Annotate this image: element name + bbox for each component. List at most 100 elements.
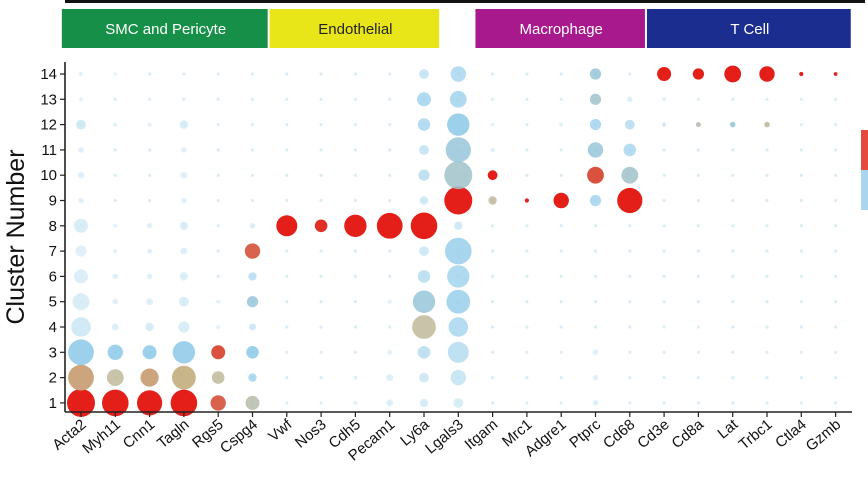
dot-Vwf-8 bbox=[276, 215, 298, 237]
dot-bg bbox=[731, 300, 735, 304]
dot-Ptprc-3 bbox=[592, 349, 599, 356]
dot-bg bbox=[525, 274, 529, 278]
dot-bg bbox=[765, 198, 769, 203]
x-tick-label: Ctla4 bbox=[772, 416, 810, 452]
dot-bg bbox=[696, 97, 701, 101]
dot-bg bbox=[525, 123, 529, 127]
dot-bg bbox=[628, 376, 632, 380]
dot-bg bbox=[216, 249, 220, 253]
dot-bg bbox=[799, 325, 803, 329]
dot-bg bbox=[799, 274, 803, 278]
dot-Cspg4-1 bbox=[245, 395, 260, 410]
dot-bg bbox=[799, 300, 803, 304]
dot-Ptprc-10 bbox=[587, 166, 604, 184]
dot-bg bbox=[731, 401, 735, 405]
dot-Acta2-14 bbox=[78, 71, 84, 77]
dot-bg bbox=[216, 173, 220, 177]
y-tick-label: 6 bbox=[49, 268, 57, 285]
dot-bg bbox=[319, 325, 323, 329]
y-tick-label: 9 bbox=[49, 193, 57, 210]
dot-Cd8a-12 bbox=[695, 122, 701, 128]
dot-bg bbox=[216, 224, 220, 228]
dot-bg bbox=[765, 376, 769, 380]
dot-Acta2-12 bbox=[76, 119, 86, 130]
dot-Tagln-12 bbox=[179, 120, 189, 129]
dot-bg bbox=[559, 249, 563, 253]
legend-color-bar-fragment-low bbox=[861, 170, 868, 210]
dot-bg bbox=[216, 148, 220, 152]
y-tick-label: 10 bbox=[40, 167, 57, 184]
dot-bg bbox=[285, 198, 289, 203]
dot-bg bbox=[148, 97, 152, 101]
dot-Cnn1-6 bbox=[146, 273, 153, 280]
dot-Tagln-8 bbox=[179, 221, 189, 230]
dot-Ly6a-12 bbox=[417, 118, 431, 131]
x-tick-label: Cd8a bbox=[669, 416, 708, 452]
dot-bg bbox=[353, 350, 357, 354]
dot-Myh11-8 bbox=[113, 223, 118, 228]
dot-bg bbox=[388, 249, 392, 253]
dot-Itgam-12 bbox=[490, 122, 495, 127]
dot-Cd68-13 bbox=[627, 96, 633, 103]
dot-bg bbox=[353, 97, 357, 101]
dot-bg bbox=[319, 148, 323, 152]
dot-Acta2-5 bbox=[72, 293, 90, 311]
dot-Tagln-5 bbox=[179, 296, 189, 307]
dot-Ly6a-9 bbox=[419, 196, 429, 205]
group-label-3: T Cell bbox=[730, 21, 769, 38]
dot-Ly6a-5 bbox=[412, 290, 436, 313]
dot-bg bbox=[285, 72, 289, 76]
dot-bg bbox=[834, 300, 838, 304]
dot-Rgs5-4 bbox=[216, 324, 221, 330]
dot-bg bbox=[799, 224, 803, 228]
dot-bg bbox=[388, 325, 392, 329]
dot-bg bbox=[491, 72, 495, 76]
dot-Cd8a-14 bbox=[692, 68, 705, 80]
dot-Ly6a-2 bbox=[419, 372, 429, 383]
dot-bg bbox=[628, 72, 632, 76]
dot-Gzmb-14 bbox=[833, 72, 838, 76]
dot-bg bbox=[388, 198, 392, 203]
group-bar-1 bbox=[269, 9, 440, 48]
dot-Myh11-1 bbox=[102, 389, 129, 417]
dot-Myh11-4 bbox=[111, 323, 119, 331]
dot-bg bbox=[285, 249, 289, 253]
dot-bg bbox=[113, 148, 117, 152]
dot-bg bbox=[834, 274, 838, 278]
dot-bg bbox=[388, 123, 392, 127]
dot-Rgs5-5 bbox=[216, 299, 221, 304]
dot-bg bbox=[662, 148, 666, 152]
dot-bg bbox=[388, 148, 392, 152]
dot-Ly6a-4 bbox=[412, 315, 436, 339]
dot-bg bbox=[662, 350, 666, 354]
dot-bg bbox=[525, 224, 529, 228]
dot-bg bbox=[696, 173, 701, 177]
dot-bg bbox=[799, 401, 803, 405]
dot-Tagln-6 bbox=[179, 272, 189, 281]
dot-bg bbox=[799, 198, 803, 203]
dot-bg bbox=[113, 198, 117, 203]
dot-Cnn1-3 bbox=[142, 345, 157, 360]
dot-bg bbox=[353, 148, 357, 152]
dot-Rgs5-1 bbox=[210, 395, 226, 411]
dot-Ly6a-13 bbox=[417, 92, 431, 107]
dot-Cd68-10 bbox=[621, 166, 639, 184]
dot-bg bbox=[662, 325, 666, 329]
dot-bg bbox=[491, 401, 495, 405]
dot-bg bbox=[250, 123, 255, 127]
dot-bg bbox=[285, 325, 289, 329]
dot-bg bbox=[662, 300, 666, 304]
dot-Lgals3-7 bbox=[445, 237, 472, 265]
dot-bg bbox=[696, 249, 701, 253]
dot-Lgals3-5 bbox=[446, 289, 471, 314]
dot-bg bbox=[285, 123, 289, 127]
dot-bg bbox=[148, 148, 152, 152]
dot-Tagln-9 bbox=[181, 197, 187, 204]
dot-bg bbox=[731, 97, 735, 101]
dot-Adgre1-9 bbox=[553, 192, 569, 209]
dot-bg bbox=[593, 300, 598, 304]
dot-Cnn1-7 bbox=[147, 248, 153, 254]
dot-Pecam1-5 bbox=[387, 299, 392, 304]
dot-Trbc1-12 bbox=[764, 121, 770, 128]
dot-Cspg4-3 bbox=[246, 346, 259, 359]
